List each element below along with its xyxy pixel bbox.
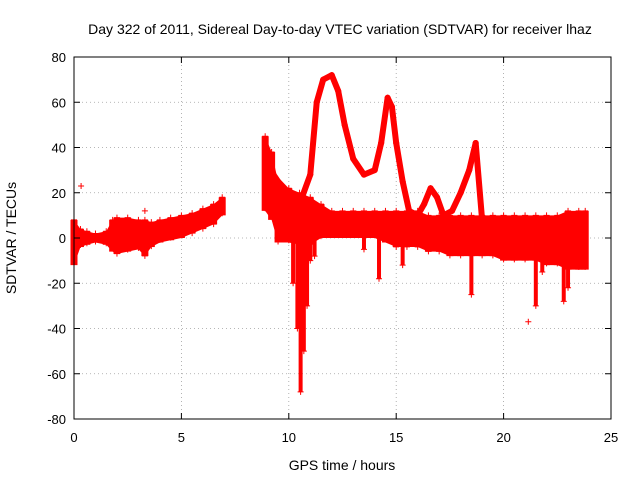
data-trail-segment [434, 194, 447, 219]
y-tick-label: 40 [52, 141, 66, 156]
data-point [376, 275, 383, 282]
data-point [219, 210, 226, 217]
data-point [532, 302, 539, 309]
data-point [304, 302, 311, 309]
chart-title: Day 322 of 2011, Sidereal Day-to-day VTE… [88, 21, 592, 37]
y-axis-label: SDTVAR / TECUs [3, 182, 19, 294]
x-tick-label: 20 [496, 430, 510, 445]
data-trail-segment [378, 94, 391, 146]
data-point [468, 291, 475, 298]
y-tick-label: -80 [47, 412, 66, 427]
data-trail-segment [472, 139, 486, 223]
data-trail-segment [449, 189, 464, 214]
data-point-isolated [525, 318, 532, 325]
data-point [290, 280, 297, 287]
data-trail-segment [313, 76, 327, 106]
x-tick-label: 0 [70, 430, 77, 445]
x-tick-label: 15 [389, 430, 403, 445]
data-point [565, 284, 572, 291]
x-tick-label: 10 [282, 430, 296, 445]
data-trail-segment [335, 87, 348, 128]
data-point-isolated [78, 182, 85, 189]
data-trail-segment [341, 121, 357, 162]
data-point [311, 253, 318, 260]
data-trail-segment [388, 103, 400, 146]
x-tick-label: 25 [604, 430, 618, 445]
y-tick-label: 20 [52, 186, 66, 201]
y-tick-label: -40 [47, 322, 66, 337]
data-point [539, 268, 546, 275]
data-trail-segment [457, 167, 473, 196]
y-tick-label: -60 [47, 367, 66, 382]
y-tick-label: 0 [59, 231, 66, 246]
data-point [297, 388, 304, 395]
data-trail-segment [296, 171, 314, 208]
data-trail-segment [264, 162, 282, 185]
y-tick-label: 80 [52, 50, 66, 65]
data-trail-segment [393, 139, 406, 185]
data-point [479, 216, 486, 223]
data-trail-segment [371, 139, 385, 174]
x-tick-labels: 0 5 10 15 20 25 [70, 430, 618, 445]
y-tick-label: -20 [47, 276, 66, 291]
data-point [399, 262, 406, 269]
data-point [307, 257, 314, 264]
data-point-isolated [141, 207, 148, 214]
axis-ticks [73, 56, 612, 420]
data-points [70, 72, 589, 395]
data-trail-segment [307, 99, 320, 178]
data-point [582, 263, 589, 270]
data-trail-segment [399, 178, 413, 214]
x-axis-label: GPS time / hours [289, 457, 396, 473]
y-tick-labels: -80 -60 -40 -20 0 20 40 60 80 [47, 50, 66, 427]
data-trail-segment [350, 155, 367, 178]
data-point [360, 246, 367, 253]
data-point [300, 348, 307, 355]
x-tick-label: 5 [178, 430, 185, 445]
data-point [560, 298, 567, 305]
y-tick-label: 60 [52, 95, 66, 110]
